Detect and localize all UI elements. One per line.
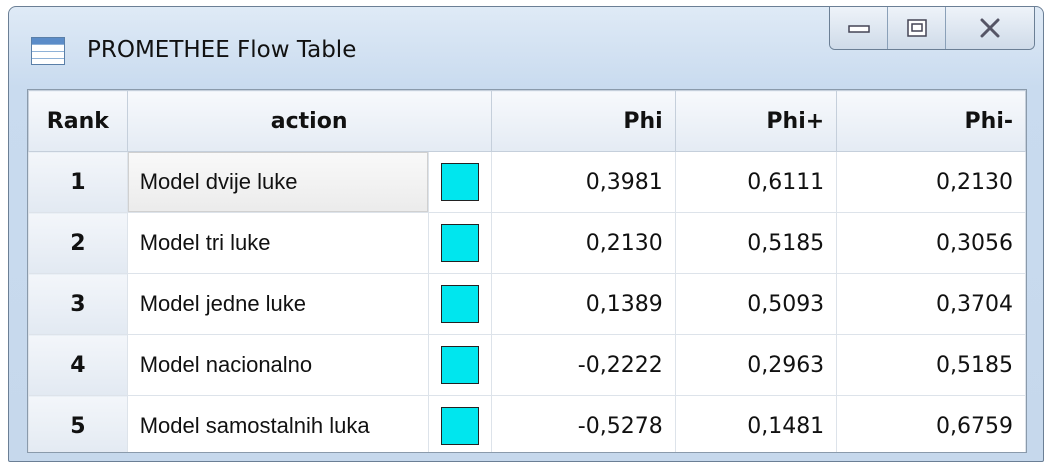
minimize-glyph [847, 25, 870, 33]
flow-cell: 0,5185 [674, 212, 838, 274]
window-title: PROMETHEE Flow Table [87, 37, 357, 63]
column-header[interactable]: Phi- [836, 90, 1026, 152]
color-cell [427, 273, 492, 335]
color-cell [427, 212, 492, 274]
window-icon [31, 37, 65, 65]
table-panel: Rank action Phi Phi+ Phi- 1 Model dvije luke 0,… [27, 89, 1027, 453]
close-button[interactable] [946, 7, 1034, 49]
window: PROMETHEE Flow Table Rank action Phi Phi+ Ph… [8, 6, 1044, 462]
rank-cell: 2 [28, 212, 128, 274]
rank-cell: 5 [28, 395, 128, 452]
color-swatch [440, 407, 479, 445]
flow-cell: -0,5278 [490, 395, 676, 452]
flow-cell: 0,3056 [836, 212, 1026, 274]
color-cell [427, 395, 492, 452]
header-row: Rank action Phi Phi+ Phi- [28, 90, 1026, 152]
column-header[interactable]: Rank [28, 90, 128, 152]
flow-cell: 0,6111 [674, 151, 838, 213]
flow-cell: 0,2130 [836, 151, 1026, 213]
rank-cell: 4 [28, 334, 128, 396]
title-bar: PROMETHEE Flow Table [9, 7, 1043, 87]
maximize-glyph [906, 19, 927, 37]
column-header[interactable]: Phi [490, 90, 676, 152]
color-swatch [440, 163, 479, 201]
flow-cell: 0,2963 [674, 334, 838, 396]
flow-cell: 0,5185 [836, 334, 1026, 396]
flow-cell: -0,2222 [490, 334, 676, 396]
flow-cell: 0,6759 [836, 395, 1026, 452]
action-cell[interactable]: Model dvije luke [126, 151, 429, 213]
rank-cell: 1 [28, 151, 128, 213]
color-swatch [440, 224, 479, 262]
close-glyph [980, 18, 1000, 38]
table-row[interactable]: 3 Model jedne luke 0,1389 0,5093 0,3704 [28, 273, 1026, 335]
color-cell [427, 334, 492, 396]
maximize-button[interactable] [888, 7, 946, 49]
table-row[interactable]: 5 Model samostalnih luka -0,5278 0,1481 0,67… [28, 395, 1026, 452]
column-header[interactable]: action [126, 90, 492, 152]
action-cell[interactable]: Model nacionalno [126, 334, 429, 396]
action-cell[interactable]: Model samostalnih luka [126, 395, 429, 452]
minimize-button[interactable] [830, 7, 888, 49]
flow-cell: 0,1481 [674, 395, 838, 452]
table-row[interactable]: 1 Model dvije luke 0,3981 0,6111 0,2130 [28, 151, 1026, 213]
flow-table: Rank action Phi Phi+ Phi- 1 Model dvije luke 0,… [28, 90, 1026, 452]
window-controls [829, 7, 1035, 50]
rank-cell: 3 [28, 273, 128, 335]
table-row[interactable]: 2 Model tri luke 0,2130 0,5185 0,3056 [28, 212, 1026, 274]
flow-cell: 0,5093 [674, 273, 838, 335]
action-cell[interactable]: Model jedne luke [126, 273, 429, 335]
table-row[interactable]: 4 Model nacionalno -0,2222 0,2963 0,5185 [28, 334, 1026, 396]
flow-cell: 0,3704 [836, 273, 1026, 335]
color-swatch [440, 346, 479, 384]
column-header[interactable]: Phi+ [674, 90, 838, 152]
flow-cell: 0,3981 [490, 151, 676, 213]
flow-cell: 0,1389 [490, 273, 676, 335]
action-cell[interactable]: Model tri luke [126, 212, 429, 274]
flow-cell: 0,2130 [490, 212, 676, 274]
color-cell [427, 151, 492, 213]
color-swatch [440, 285, 479, 323]
